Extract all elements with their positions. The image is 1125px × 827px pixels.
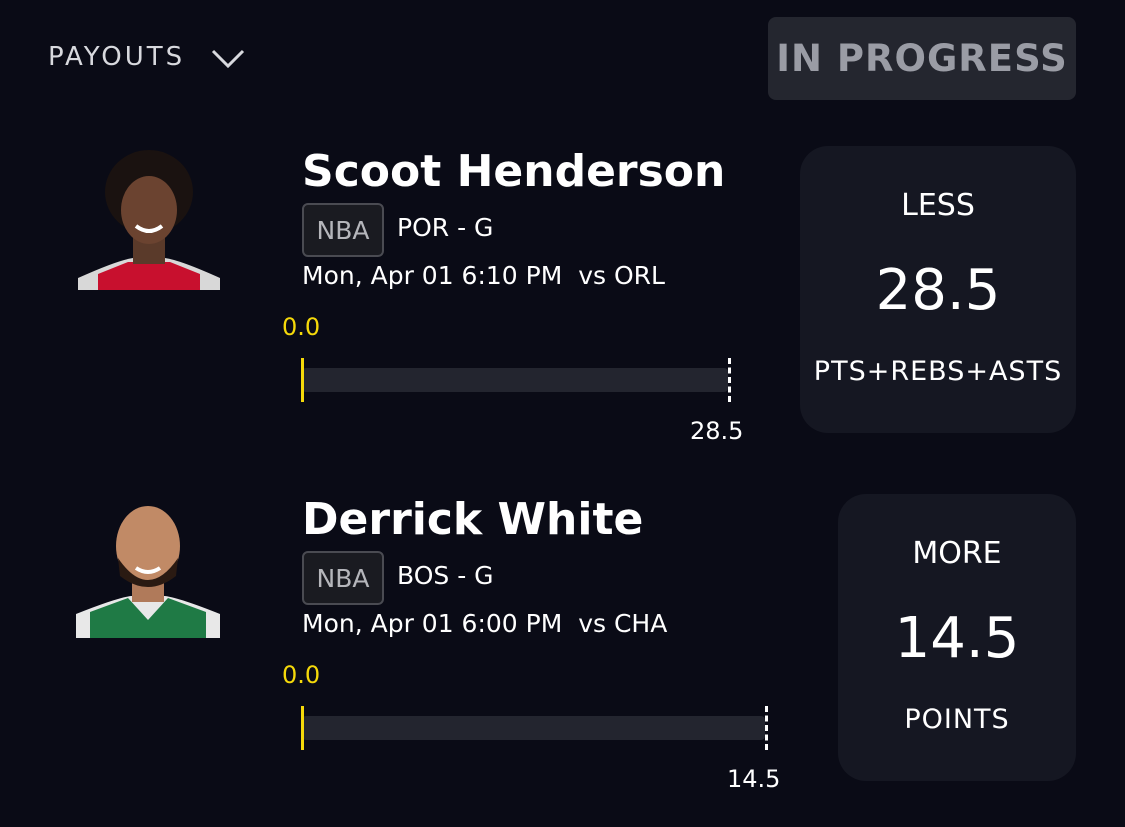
progress-track [302, 368, 728, 392]
game-info: Mon, Apr 01 6:00 PM vs CHA [302, 609, 667, 638]
current-marker [301, 706, 304, 750]
line-marker-label: 14.5 [727, 765, 781, 793]
projection-card[interactable]: LESS 28.5 PTS+REBS+ASTS [800, 146, 1076, 433]
player-photo [76, 506, 220, 638]
payouts-label[interactable]: PAYOUTS [48, 42, 186, 72]
player-photo [78, 150, 220, 290]
player-name: Derrick White [302, 494, 644, 545]
status-button[interactable]: IN PROGRESS [768, 17, 1076, 100]
team-position: BOS - G [397, 561, 494, 590]
line-value[interactable]: 28.5 [875, 258, 1001, 323]
chevron[interactable] [210, 47, 246, 69]
game-time: Mon, Apr 01 6:00 PM [302, 609, 563, 638]
projection-card[interactable]: MORE 14.5 POINTS [838, 494, 1076, 781]
opponent: vs ORL [578, 261, 665, 290]
game-info: Mon, Apr 01 6:10 PM vs ORL [302, 261, 665, 290]
current-marker [301, 358, 304, 402]
progress-track [302, 716, 765, 740]
game-time: Mon, Apr 01 6:10 PM [302, 261, 563, 290]
current-value: 0.0 [282, 661, 321, 689]
line-marker [765, 706, 768, 750]
league-badge: NBA [302, 551, 384, 605]
opponent: vs CHA [578, 609, 668, 638]
line-marker [728, 358, 731, 402]
player-name: Scoot Henderson [302, 146, 726, 197]
league-badge: NBA [302, 203, 384, 257]
line-marker-label: 28.5 [690, 417, 744, 445]
payouts-toggle[interactable]: PAYOUTS [48, 42, 246, 72]
direction[interactable]: MORE [912, 536, 1002, 571]
team-position: POR - G [397, 213, 494, 242]
direction[interactable]: LESS [901, 188, 975, 223]
stat-type[interactable]: PTS+REBS+ASTS [813, 356, 1063, 387]
current-value: 0.0 [282, 313, 321, 341]
stat-type[interactable]: POINTS [904, 704, 1010, 735]
line-value[interactable]: 14.5 [894, 606, 1020, 671]
